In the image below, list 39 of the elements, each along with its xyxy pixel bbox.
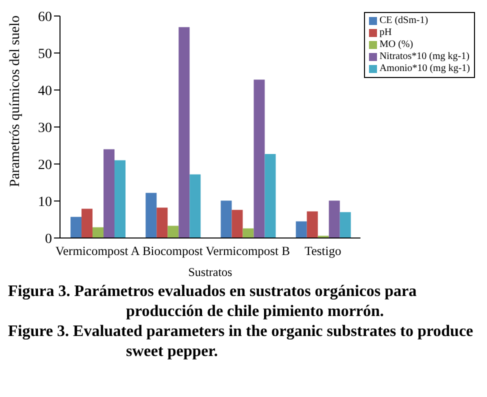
bar	[242, 228, 254, 238]
bar	[168, 226, 179, 238]
x-tick-label: Vermicompost B	[206, 244, 290, 258]
caption: Figure 3. Evaluated parameters in the organic substrates to produce sweet pepper.	[8, 322, 474, 362]
bar	[232, 210, 243, 238]
legend-label: Nitratos*10 (mg kg-1)	[379, 51, 470, 63]
bar	[296, 221, 307, 238]
bar	[220, 200, 232, 238]
bar	[178, 27, 190, 238]
y-axis-title: Parametrós químicos del suelo	[8, 16, 23, 187]
y-tick-label: 10	[38, 194, 52, 210]
bar	[104, 149, 115, 238]
bar	[340, 212, 351, 238]
bar	[92, 227, 104, 238]
bar	[190, 174, 201, 238]
bar	[146, 192, 157, 238]
bar	[156, 208, 168, 238]
x-axis-title: Sustratos	[188, 265, 233, 279]
legend-label: pH	[379, 27, 392, 39]
bar	[82, 208, 93, 238]
bar	[70, 216, 82, 238]
legend-label: CE (dSm-1)	[379, 15, 428, 27]
x-tick-label: Testigo	[304, 244, 342, 258]
caption: Figura 3. Parámetros evaluados en sustratos orgánicos para producción de chile pimiento morrón.	[8, 282, 418, 322]
y-tick-label: 50	[38, 46, 52, 62]
bar	[328, 200, 340, 238]
bar	[254, 80, 265, 238]
y-tick-label: 0	[45, 232, 52, 247]
legend-label: Amonio*10 (mg kg-1)	[379, 63, 470, 75]
y-tick-label: 60	[38, 10, 52, 25]
bar	[306, 211, 318, 238]
x-tick-label: Biocompost	[142, 244, 204, 258]
y-tick-label: 20	[38, 158, 52, 173]
x-tick-label: Vermicompost A	[55, 244, 140, 258]
legend-label: MO (%)	[379, 39, 414, 51]
bar	[264, 154, 276, 238]
y-tick-label: 40	[38, 84, 52, 99]
y-tick-label: 30	[38, 120, 52, 136]
bar	[114, 160, 126, 238]
